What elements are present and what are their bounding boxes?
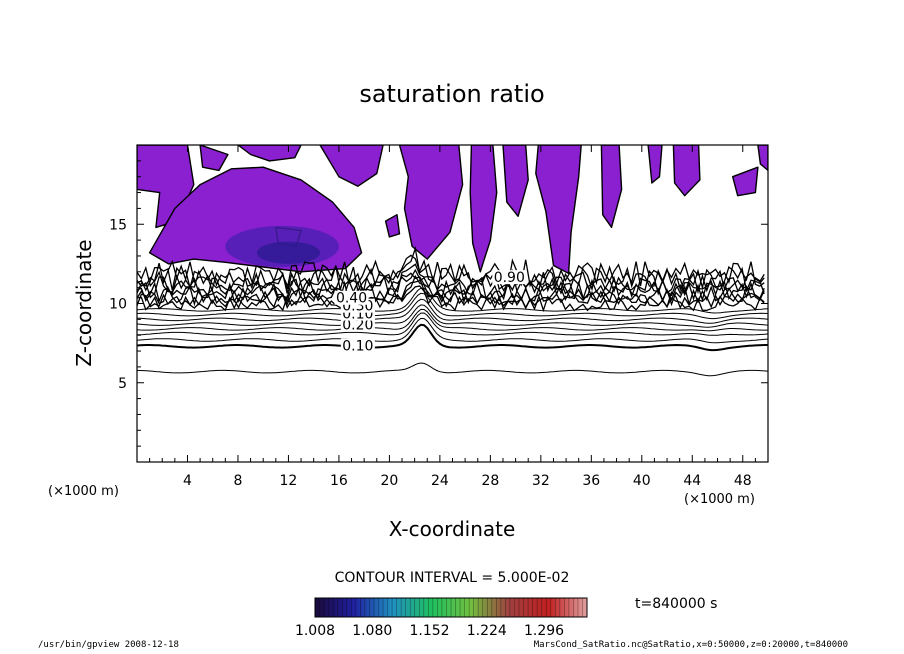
saturation-contour-line [137,263,765,297]
y-tick-label: 5 [118,376,127,392]
saturation-contour-line [137,246,765,293]
x-tick-label: 48 [734,473,752,489]
x-axis: 4 8 12 16 20 24 28 32 36 40 44 48 [149,145,756,489]
x-tick-label: 24 [431,473,449,489]
supersaturated-region [732,166,759,197]
contour-label: 0.10 [342,338,373,354]
supersaturated-region [535,145,582,275]
contour-interval-text: CONTOUR INTERVAL = 5.000E-02 [335,570,570,586]
x-tick-label: 40 [633,473,651,489]
x-axis-label: X-coordinate [389,517,516,541]
x-tick-label: 8 [233,473,242,489]
saturation-contour-line [137,274,765,310]
time-label: t=840000 s [635,596,717,612]
colorbar-tick-label: 1.152 [409,623,449,639]
contour-line [137,298,768,324]
plot-area: 0.100.200.100.300.400.90 [137,145,768,377]
contour-line [137,312,768,336]
colorbar-ticks: 1.008 1.080 1.152 1.224 1.296 [295,598,583,639]
contour-line [137,308,768,332]
supersaturated-region [199,145,229,172]
supersaturated-region [600,145,623,229]
saturation-contour-line [137,254,765,288]
supersaturated-region [384,213,401,238]
y-axis: 5 10 15 [109,160,768,447]
x-tick-label: 44 [683,473,701,489]
footer-right: MarsCond_SatRatio.nc@SatRatio,x=0:50000,… [533,640,848,650]
contour-line [137,323,768,352]
contour-label-bg [340,338,375,353]
x-tick-label: 16 [330,473,348,489]
footer-left: /usr/bin/gpview 2008-12-18 [38,640,179,650]
x-tick-label: 32 [532,473,550,489]
contour-line [137,304,768,328]
supersaturated-region [319,145,384,187]
colorbar-tick-label: 1.080 [352,623,392,639]
contour-label: 0.40 [336,291,367,307]
supersaturated-region [672,145,701,197]
contour-line [137,287,768,314]
colorbar [314,597,588,618]
chart-title: saturation ratio [359,80,544,108]
supersaturated-region [469,145,498,273]
x-unit-left: (×1000 m) [48,484,119,499]
supersaturated-region [647,145,663,184]
contour-label: 0.90 [494,270,525,286]
supersaturated-region [398,145,464,260]
x-tick-label: 4 [183,473,192,489]
y-tick-label: 10 [109,297,127,313]
supersaturated-region [502,145,529,218]
contour-label-bg [334,290,369,305]
y-axis-label: Z-coordinate [72,239,96,366]
contour-line [137,317,768,344]
contour-label-bg [340,317,375,332]
x-unit-right: (×1000 m) [684,492,755,507]
contour-line [137,292,768,320]
y-tick-label: 15 [109,217,127,233]
contour-line [137,362,768,377]
contour-label-bg [492,270,527,285]
contour-label: 0.20 [342,318,373,334]
x-tick-label: 28 [481,473,499,489]
x-tick-label: 20 [380,473,398,489]
colorbar-tick-label: 1.224 [467,623,507,639]
x-tick-label: 36 [582,473,600,489]
saturation-contour-line [137,268,765,305]
high-saturation-core [256,241,320,264]
colorbar-tick-label: 1.008 [295,623,335,639]
supersaturated-region [757,145,768,172]
supersaturated-region [237,145,302,162]
x-tick-label: 12 [280,473,298,489]
colorbar-tick-label: 1.296 [524,623,564,639]
